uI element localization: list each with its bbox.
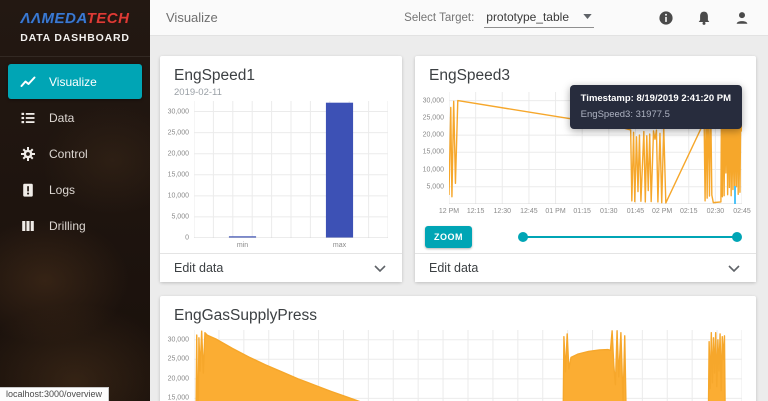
charts-row: EngSpeed1 2019-02-11 30,000 25,000 20,000 1…: [160, 56, 756, 282]
plot-area: [194, 330, 742, 401]
engspeed3-card: EngSpeed3 30,000 25,000 20,000 15,000 10,000…: [415, 56, 756, 282]
sidebar-item-control[interactable]: Control: [8, 136, 142, 171]
card-title: EngGasSupplyPress: [174, 307, 318, 324]
account-icon[interactable]: [734, 10, 750, 26]
chevron-down-icon: [374, 264, 386, 272]
edit-data-row[interactable]: Edit data: [160, 253, 402, 282]
x-axis-labels: 12 PM 12:15 12:30 12:45 01 PM 01:15 01:30 01:45…: [438, 208, 751, 215]
sidebar-item-label: Logs: [49, 182, 76, 197]
y-axis-labels: 30,000 25,000 20,000 15,000 10,000 5,000: [422, 97, 444, 191]
columns-icon: [20, 218, 36, 234]
sidebar-item-data[interactable]: Data: [8, 100, 142, 135]
x-axis-labels: min max: [236, 242, 347, 249]
edit-data-label: Edit data: [429, 261, 479, 275]
hover-crosshair: [734, 186, 737, 204]
caret-down-icon: [583, 14, 592, 19]
area-chart: 30,000 25,000 20,000 15,000: [160, 330, 756, 401]
chevron-down-icon: [728, 264, 740, 272]
sidebar-item-label: Drilling: [49, 218, 86, 233]
zoom-button[interactable]: ZOOM: [425, 226, 472, 248]
bar-chart: 30,000 25,000 20,000 15,000 10,000 5,000 0 min…: [160, 101, 402, 252]
sidebar-item-logs[interactable]: Logs: [8, 172, 142, 207]
notifications-icon[interactable]: [696, 10, 712, 26]
sidebar-item-label: Data: [49, 110, 75, 125]
topbar-right: Select Target: prototype_table: [404, 8, 750, 28]
chart-tooltip: Timestamp: 8/19/2019 2:41:20 PM EngSpeed…: [569, 85, 742, 129]
engspeed1-card: EngSpeed1 2019-02-11 30,000 25,000 20,000 1…: [160, 56, 402, 282]
plot-area: [194, 101, 388, 238]
slider-handle-right[interactable]: [732, 232, 742, 242]
y-axis-labels: 30,000 25,000 20,000 15,000 10,000 5,000 0: [167, 108, 189, 242]
range-slider[interactable]: [518, 232, 742, 242]
topbar: Visualize Select Target: prototype_table: [150, 0, 768, 36]
zoom-controls: ZOOM: [415, 220, 756, 256]
edit-data-row[interactable]: Edit data: [415, 253, 756, 282]
logo-text-meda: MEDA: [41, 10, 87, 27]
trend-chart-icon: [20, 74, 36, 90]
target-select[interactable]: prototype_table: [484, 8, 594, 28]
card-subtitle: 2019-02-11: [174, 87, 222, 98]
plot-area: [449, 92, 742, 204]
card-title: EngSpeed1: [174, 67, 256, 84]
info-icon[interactable]: [658, 10, 674, 26]
sidebar-item-drilling[interactable]: Drilling: [8, 208, 142, 243]
sidebar-item-visualize[interactable]: Visualize: [8, 64, 142, 99]
list-icon: [20, 110, 36, 126]
logo-text-tech: TECH: [86, 10, 130, 27]
status-bar-url: localhost:3000/overview: [0, 387, 110, 401]
medatech-logo: ΛΛMEDATECH: [6, 10, 144, 27]
select-target-label: Select Target:: [404, 11, 475, 24]
main-area: Visualize Select Target: prototype_table: [150, 0, 768, 401]
target-select-value: prototype_table: [486, 9, 569, 24]
sidebar: ΛΛMEDATECH DATA DASHBOARD Visualize Data: [0, 0, 150, 401]
enggassupplypress-card: EngGasSupplyPress 30,000 25,000 20,000 15,0…: [160, 296, 756, 401]
log-alert-icon: [20, 182, 36, 198]
dashboard-content: EngSpeed1 2019-02-11 30,000 25,000 20,000 1…: [150, 36, 768, 401]
brand-block: ΛΛMEDATECH DATA DASHBOARD: [0, 0, 150, 57]
page-title: Visualize: [166, 10, 218, 25]
tooltip-timestamp: Timestamp: 8/19/2019 2:41:20 PM: [580, 93, 731, 104]
sidebar-item-label: Control: [49, 146, 88, 161]
gear-icon: [20, 146, 36, 162]
card-title: EngSpeed3: [429, 67, 511, 84]
sidebar-item-label: Visualize: [49, 74, 97, 89]
brand-subtitle: DATA DASHBOARD: [20, 32, 130, 44]
y-axis-labels: 30,000 25,000 20,000 15,000: [167, 336, 189, 401]
sidebar-nav: Visualize Data Control Logs: [0, 57, 150, 251]
slider-handle-left[interactable]: [518, 232, 528, 242]
tooltip-value: EngSpeed3: 31977.5: [580, 109, 670, 120]
line-chart: 30,000 25,000 20,000 15,000 10,000 5,000 12 P…: [415, 92, 756, 218]
edit-data-label: Edit data: [174, 261, 224, 275]
slider-track[interactable]: [520, 236, 740, 238]
logo-mark: ΛΛ: [20, 10, 42, 27]
